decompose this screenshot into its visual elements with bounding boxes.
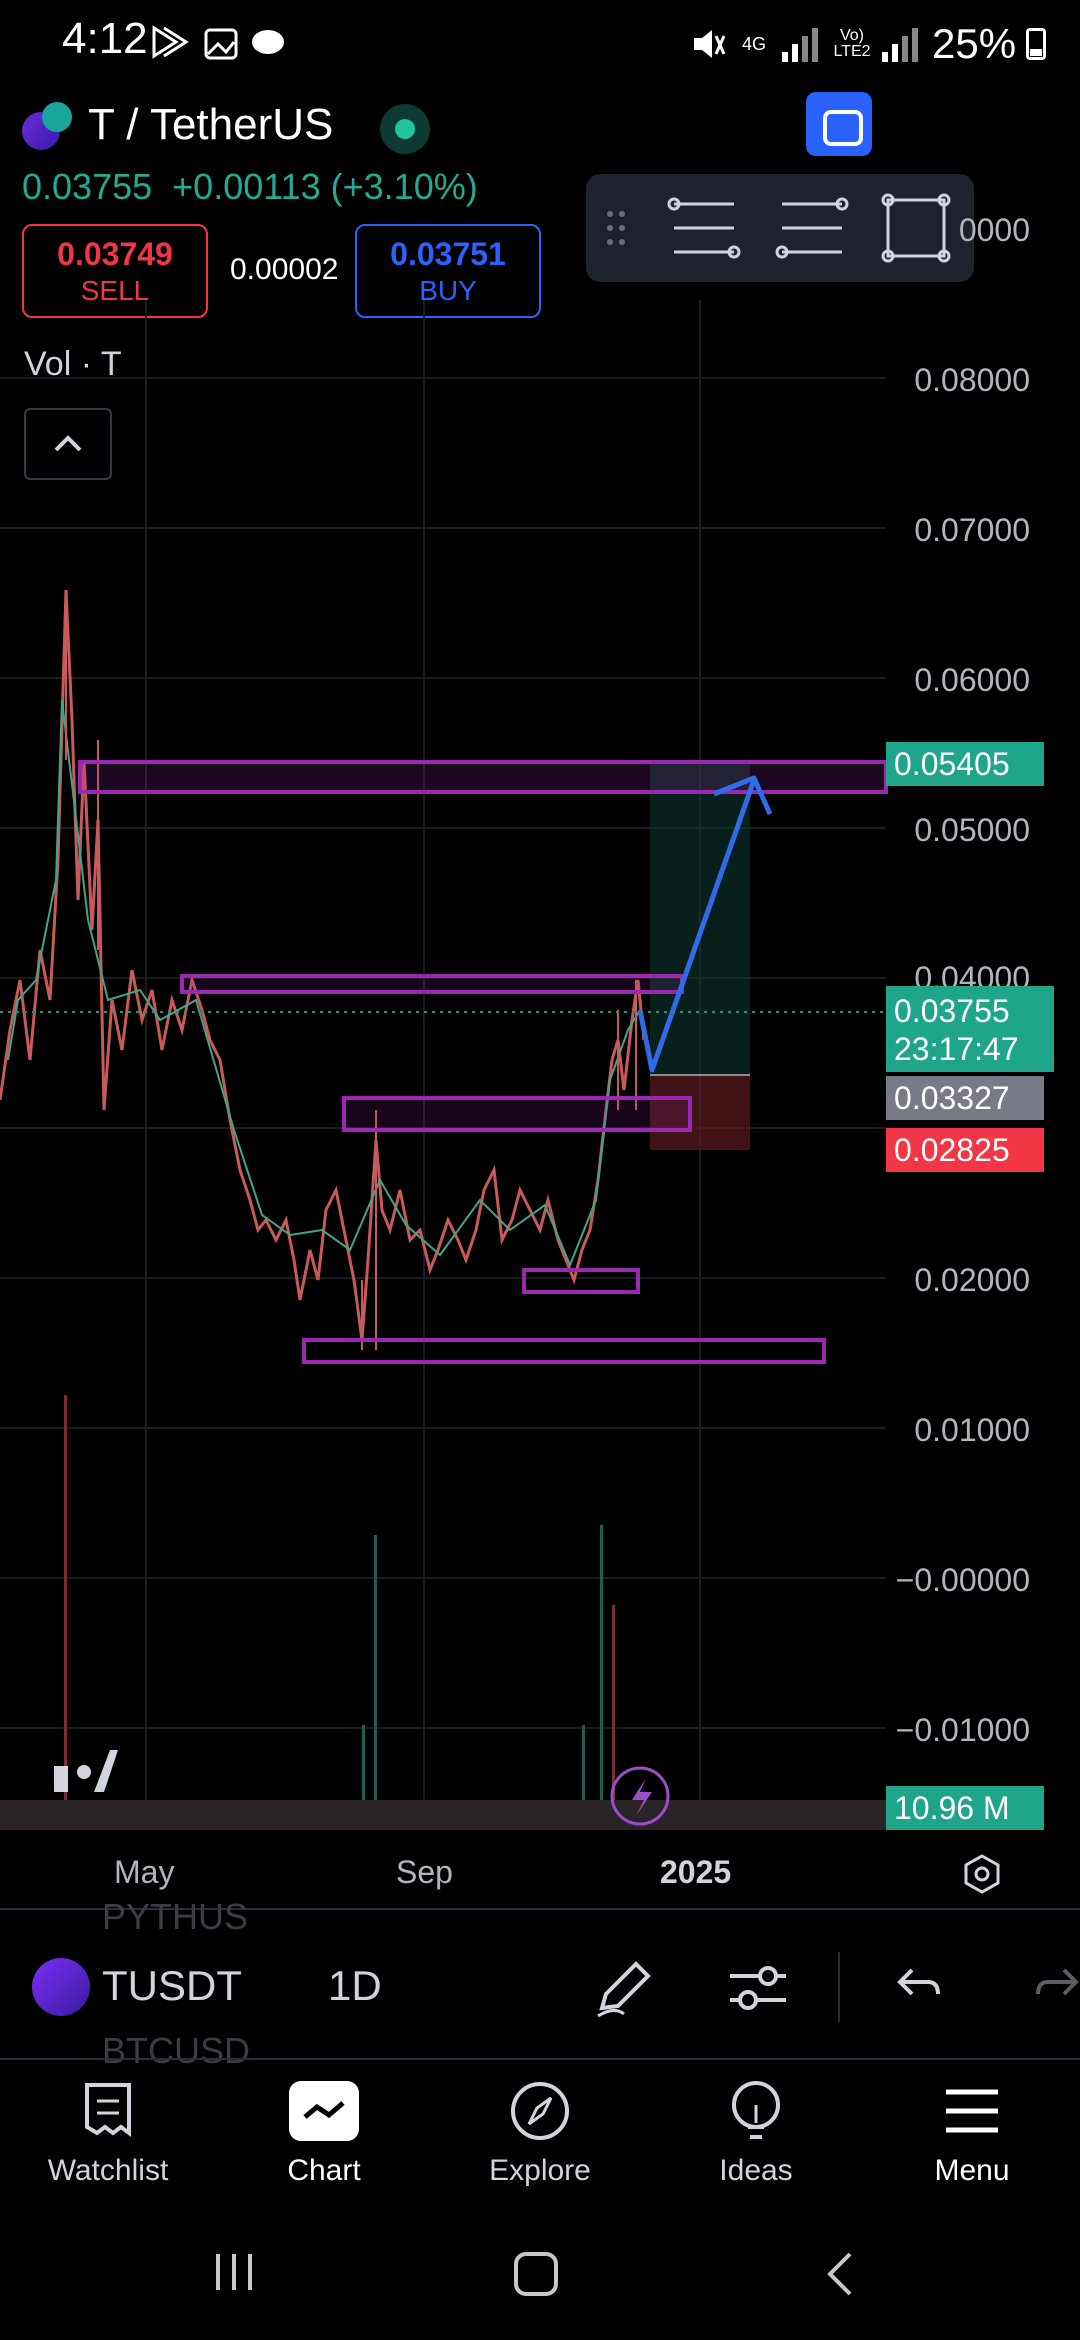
sell-price: 0.03749 [57, 236, 173, 272]
buy-button[interactable]: 0.03751 BUY [355, 224, 541, 318]
volume-tag: 10.96 M [886, 1786, 1044, 1830]
symbol-scroll-ghost: BTCUSD [102, 2030, 251, 2071]
axis-label: 0.01000 [914, 1412, 1030, 1448]
time-label-sep: Sep [396, 1854, 453, 1890]
last-price-value: 0.03755 [894, 993, 1010, 1029]
lightbulb-icon [732, 2081, 780, 2139]
symbol-logo [32, 1958, 90, 2016]
volume-indicator-label[interactable]: Vol · T [24, 345, 122, 383]
rectangle-tool-icon[interactable] [881, 193, 951, 263]
hamburger-icon [946, 2089, 998, 2133]
time-label-year: 2025 [660, 1854, 732, 1890]
price-chart[interactable] [0, 0, 1080, 1840]
candles-path [0, 589, 646, 1341]
nav-label: Chart [287, 2154, 361, 2187]
volte-indicator: Vo) LTE2 [833, 27, 871, 60]
bar-countdown: 23:17:47 [894, 1031, 1019, 1067]
battery-icon [1026, 28, 1047, 60]
drag-handle-icon[interactable] [607, 211, 625, 245]
axis-label: −0.00000 [895, 1562, 1030, 1598]
axis-label-top: 0000 [958, 212, 1030, 248]
support-resistance-zones [78, 760, 888, 1364]
sell-button[interactable]: 0.03749 SELL [22, 224, 208, 318]
last-price-tag: 0.03755 23:17:47 [886, 986, 1054, 1072]
tether-logo [42, 102, 72, 132]
axis-label: 0.07000 [914, 512, 1030, 548]
axis-label: 0.06000 [914, 662, 1030, 698]
pencil-icon[interactable] [594, 1956, 654, 2020]
nav-menu[interactable]: Menu [872, 2076, 1072, 2188]
nav-label: Watchlist [47, 2154, 169, 2187]
chevron-up-icon [54, 435, 82, 452]
lightning-icon[interactable] [610, 1766, 670, 1826]
collapse-indicators-button[interactable] [24, 408, 112, 480]
chart-settings-icon[interactable] [960, 1852, 1004, 1896]
sell-label: SELL [80, 275, 150, 306]
watchlist-icon [85, 2083, 131, 2137]
market-open-indicator [380, 104, 430, 154]
divider [0, 1908, 1080, 1910]
redo-icon[interactable] [1032, 1962, 1080, 2010]
compass-icon [511, 2082, 569, 2140]
home-icon[interactable] [512, 2250, 562, 2300]
nav-explore[interactable]: Explore [440, 2076, 640, 2188]
nav-label: Ideas [719, 2154, 793, 2187]
position-loss-zone [650, 1075, 750, 1150]
chart-grid [0, 300, 886, 1830]
axis-label: 0.05000 [914, 812, 1030, 848]
battery-percent: 25% [932, 20, 1017, 67]
buy-price: 0.03751 [390, 236, 506, 272]
axis-label: −0.01000 [895, 1712, 1030, 1748]
price-change-line: 0.03755 +0.00113 (+3.10%) [22, 166, 478, 208]
signal-icon-2 [882, 28, 918, 62]
symbol-scroll-ghost: PYTHUS [102, 1896, 249, 1937]
axis-label: 0.08000 [914, 362, 1030, 398]
target-price-tag: 0.05405 [886, 742, 1044, 786]
axis-label: 0.02000 [914, 1262, 1030, 1298]
nav-chart[interactable]: Chart [224, 2076, 424, 2188]
timeframe-selector[interactable]: 1D [328, 1962, 382, 2009]
chart-icon [289, 2081, 359, 2141]
back-icon[interactable] [820, 2250, 860, 2300]
nav-label: Explore [489, 2154, 591, 2187]
nav-ideas[interactable]: Ideas [656, 2076, 856, 2188]
last-price: 0.03755 [22, 166, 153, 207]
signal-icon [782, 28, 818, 62]
indicators-icon[interactable] [726, 1958, 790, 2018]
fib-tool-icon[interactable] [775, 197, 849, 259]
status-notification-icons [152, 25, 284, 60]
price-change: +0.00113 (+3.10%) [172, 166, 478, 207]
drawing-toolbar [586, 174, 974, 282]
buy-label: BUY [419, 275, 477, 306]
toolbar-divider [838, 1952, 840, 2022]
symbol-title[interactable]: T / TetherUS [88, 100, 334, 149]
mute-icon [694, 30, 726, 58]
status-time: 4:12 [62, 14, 148, 63]
divider [0, 2058, 1080, 2060]
tradingview-logo [32, 1750, 118, 1792]
candle-wicks [65, 590, 637, 1350]
entry-price-tag: 0.03327 [886, 1076, 1044, 1120]
fullscreen-button[interactable] [806, 92, 872, 156]
time-label-may: May [114, 1854, 175, 1890]
network-type: 4G [741, 34, 766, 54]
undo-icon[interactable] [896, 1962, 944, 2010]
volume-bars [0, 1395, 886, 1830]
nav-watchlist[interactable]: Watchlist [8, 2076, 208, 2188]
recent-apps-icon[interactable] [210, 2250, 260, 2294]
nav-label: Menu [934, 2154, 1010, 2187]
parallel-channel-tool-icon[interactable] [667, 197, 741, 259]
symbol-selector[interactable]: TUSDT [102, 1962, 242, 2009]
stop-price-tag: 0.02825 [886, 1128, 1044, 1172]
projection-arrow [637, 775, 773, 1073]
spread-value: 0.00002 [230, 253, 339, 286]
